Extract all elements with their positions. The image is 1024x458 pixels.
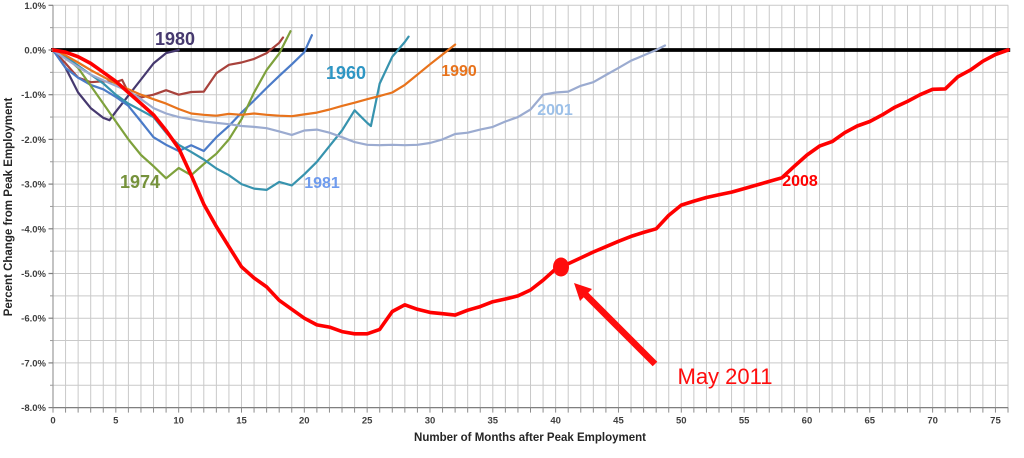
x-tick-label: 60 [802,416,813,427]
x-tick-label: 65 [865,416,876,427]
x-tick-label: 10 [173,416,184,427]
y-axis-title: Percent Change from Peak Employment [3,98,15,317]
series-line-1974 [51,30,292,180]
series-label-1974: 1974 [120,172,160,192]
may-2011-arrowhead [574,283,592,301]
series-label-1960: 1960 [326,63,366,83]
y-tick-label: -8.0% [21,403,46,414]
may-2011-annotation: May 2011 [553,257,773,389]
y-tick-label: -4.0% [21,224,46,235]
y-tick-label: -5.0% [21,269,46,280]
gridlines [52,4,1009,409]
x-tick-label: 15 [236,416,247,427]
y-tick-label: 1.0% [24,1,46,12]
y-tick-label: 0.0% [24,46,46,57]
x-tick-label: 75 [990,416,1001,427]
x-tick-label: 70 [927,416,938,427]
x-tick-label: 45 [613,416,624,427]
x-tick-label: 20 [299,416,310,427]
x-tick-label: 55 [739,416,750,427]
series-line-1969 [51,36,285,99]
may-2011-arrow-shaft [580,289,658,367]
series-year-labels: 1980 1960 1990 2001 1974 1981 2008 [120,29,818,192]
series-line-2008 [51,48,1010,336]
may-2011-label: May 2011 [678,364,773,389]
y-tick-label: -7.0% [21,358,46,369]
series-label-2008: 2008 [782,173,818,190]
x-tick-label: 5 [113,416,119,427]
series-line-2001 [51,44,667,147]
x-tick-label: 40 [550,416,561,427]
x-tick-label: 35 [488,416,499,427]
y-tick-label: -1.0% [21,90,46,101]
series-label-1990: 1990 [441,63,477,80]
y-tick-label: -3.0% [21,180,46,191]
axis-ticks-labels: 1.0% 0.0% -1.0% -2.0% -3.0% -4.0% -5.0% -6.0% -7… [21,1,1009,427]
series-line-1981 [51,35,410,191]
series-label-2001: 2001 [537,102,573,119]
x-tick-label: 30 [425,416,436,427]
x-tick-label: 50 [676,416,687,427]
may-2011-dot [553,257,569,277]
series-label-1980: 1980 [155,29,195,49]
y-tick-label: -2.0% [21,135,46,146]
x-axis-title: Number of Months after Peak Employment [414,432,646,444]
x-tick-label: 0 [50,416,55,427]
series-label-1981: 1981 [304,175,340,192]
x-tick-label: 25 [362,416,373,427]
recession-series [51,30,1010,336]
y-tick-label: -6.0% [21,314,46,325]
